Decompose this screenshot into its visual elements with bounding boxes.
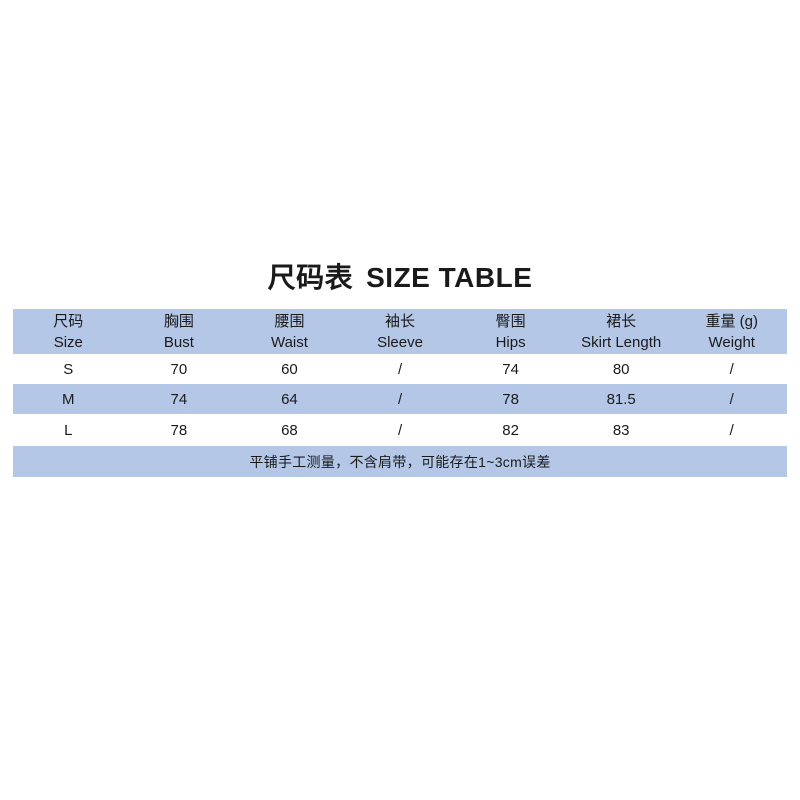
header-label-en: Bust <box>163 333 194 351</box>
table-cell: 81.5 <box>606 390 636 408</box>
header-label-en: Sleeve <box>377 333 423 351</box>
header-cell-hips: 臀围 Hips <box>455 309 566 354</box>
table-header-row: 尺码 Size 胸围 Bust 腰围 Waist 袖长 Sleeve 臀围 Hi… <box>13 309 787 354</box>
table-cell: / <box>729 390 734 408</box>
table-cell: 82 <box>502 421 519 439</box>
table-cell: / <box>397 390 403 408</box>
measurement-note: 平铺手工测量，不含肩带，可能存在1~3cm误差 <box>13 446 787 477</box>
header-cell-sleeve: 袖长 Sleeve <box>345 309 456 354</box>
page-title: 尺码表 SIZE TABLE <box>0 256 800 296</box>
table-cell: / <box>729 360 734 378</box>
header-cell-weight: 重量 (g) Weight <box>676 309 787 354</box>
header-cell-waist: 腰围 Waist <box>234 309 345 354</box>
size-table: 尺码 Size 胸围 Bust 腰围 Waist 袖长 Sleeve 臀围 Hi… <box>13 309 787 477</box>
header-label-zh: 腰围 <box>274 312 305 330</box>
header-label-zh: 重量 (g) <box>705 312 759 330</box>
header-label-zh: 臀围 <box>495 312 526 330</box>
table-cell: 78 <box>170 421 188 439</box>
table-cell: 80 <box>612 360 630 378</box>
header-label-zh: 尺码 <box>53 312 84 330</box>
table-row-s: S 70 60 / 74 80 / <box>13 354 787 384</box>
table-cell: S <box>63 360 74 378</box>
table-cell: L <box>64 421 73 439</box>
header-label-en: Waist <box>270 333 308 351</box>
table-cell: / <box>397 360 403 378</box>
table-row-m: M 74 64 / 78 81.5 / <box>13 384 787 414</box>
table-cell: 68 <box>281 421 298 439</box>
page-title-zh: 尺码表 <box>267 262 354 293</box>
header-label-zh: 袖长 <box>385 312 416 330</box>
header-label-zh: 裙长 <box>606 312 637 330</box>
table-cell: 60 <box>281 360 298 378</box>
header-cell-size: 尺码 Size <box>13 309 124 354</box>
table-row-l: L 78 68 / 82 83 / <box>13 414 787 446</box>
page-title-en: SIZE TABLE <box>366 262 533 293</box>
header-label-en: Size <box>53 333 83 351</box>
table-cell: 74 <box>502 360 519 378</box>
header-label-en: Skirt Length <box>581 333 662 351</box>
header-label-en: Hips <box>495 333 526 351</box>
table-cell: / <box>729 421 734 439</box>
table-cell: 64 <box>281 390 298 408</box>
table-cell: 78 <box>502 390 519 408</box>
table-cell: 83 <box>612 421 630 439</box>
table-cell: M <box>62 390 75 408</box>
header-cell-bust: 胸围 Bust <box>124 309 235 354</box>
header-label-zh: 胸围 <box>163 312 194 330</box>
table-cell: 70 <box>170 360 188 378</box>
header-cell-skirt-length: 裙长 Skirt Length <box>566 309 677 354</box>
header-label-en: Weight <box>708 333 755 351</box>
table-cell: 74 <box>170 390 188 408</box>
table-cell: / <box>397 421 403 439</box>
